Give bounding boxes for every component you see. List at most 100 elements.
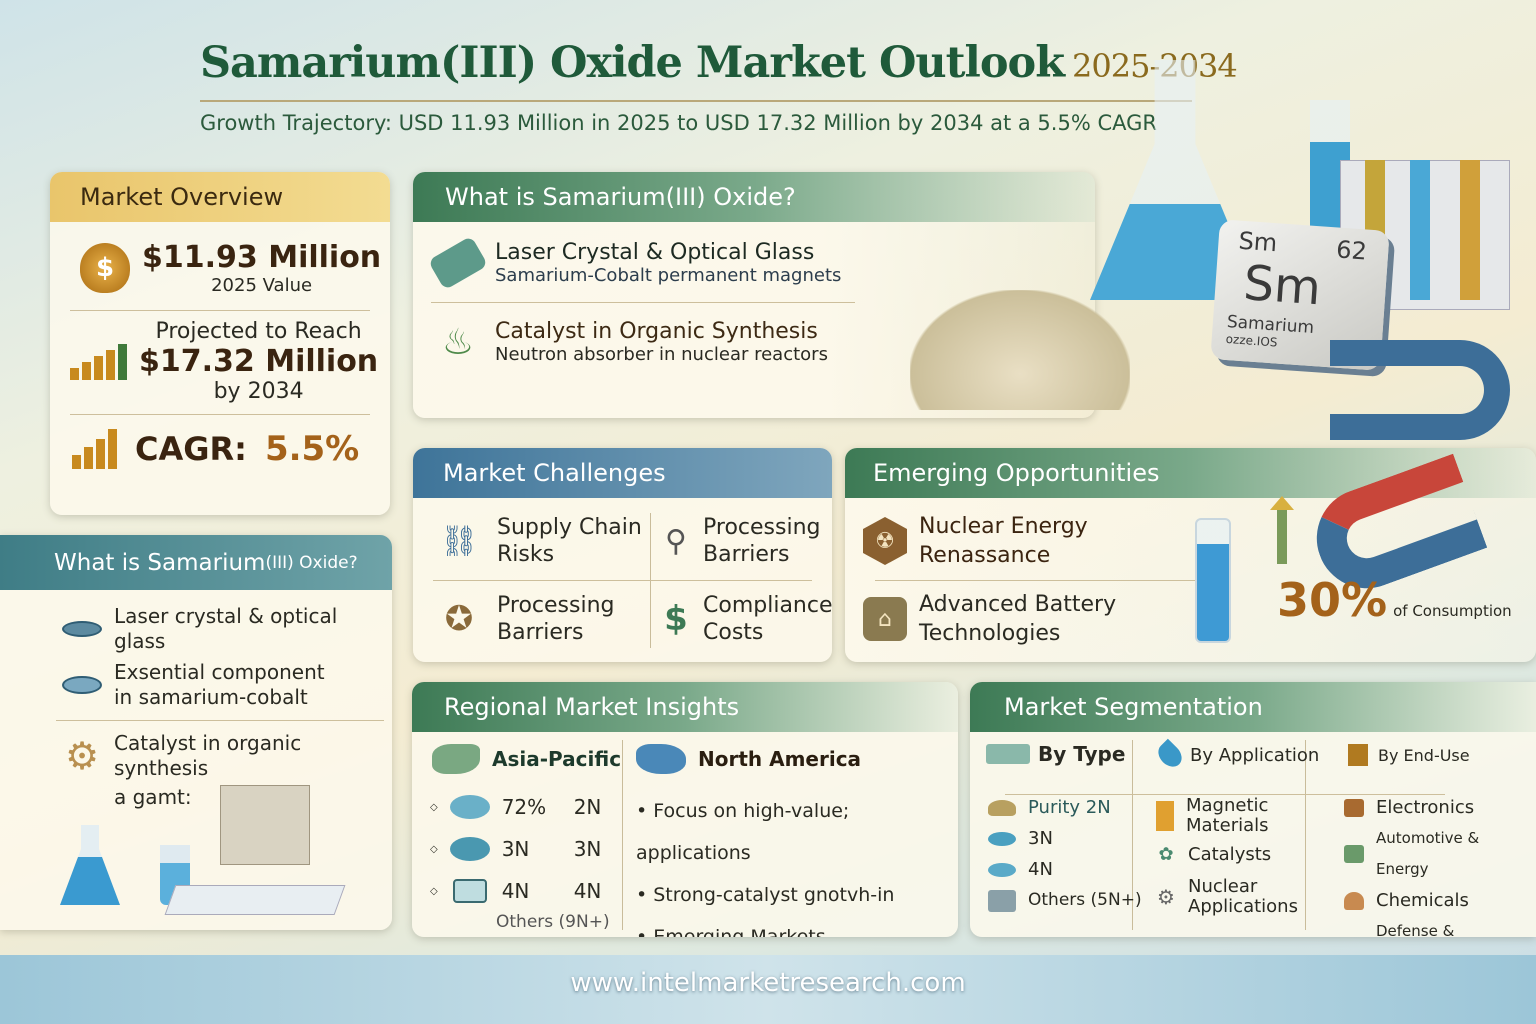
market-overview-card: Market Overview $ $11.93 Million 2025 Va… [50, 172, 390, 515]
asia-value: 3N [501, 837, 530, 861]
by-application-label: By Application [1190, 744, 1320, 766]
value-2034-label: by 2034 [213, 379, 304, 404]
item-sub: Neutron absorber in nuclear reactors [495, 344, 828, 365]
catalyst-leaf-icon: ♨ [441, 321, 475, 363]
regional-insights-card: Regional Market Insights Asia-Pacific ◇ 7… [412, 682, 958, 937]
cagr-value: 5.5% [264, 429, 360, 469]
application-item: Nuclear Applications [1188, 876, 1298, 917]
lab-equipment-illustration [60, 785, 346, 915]
opportunities-title: Emerging Opportunities [845, 448, 1536, 498]
asia-value: 72% [501, 795, 547, 819]
regional-title: Regional Market Insights [412, 682, 958, 732]
title-text: Samarium(III) Oxide Market Outlook [200, 38, 1065, 88]
item-title: Laser Crystal & Optical Glass [495, 240, 815, 265]
value-2034: $17.32 Million [139, 344, 379, 379]
projected-label: Projected to Reach [155, 319, 362, 344]
challenge-item: Compliance Costs [703, 593, 832, 645]
challenge-item: Supply Chain Risks [497, 515, 642, 567]
asia-pacific-label: Asia-Pacific [492, 747, 622, 771]
battery-robot-icon: ⌂ [863, 597, 907, 641]
cagr-label: CAGR: [135, 430, 247, 468]
divider [70, 414, 370, 415]
catalyst-icon: ✿ [1158, 844, 1174, 865]
element-symbol: Sm [1241, 255, 1323, 317]
na-bullet: • Emerging Markets [636, 916, 958, 937]
up-arrow-icon [1277, 504, 1287, 564]
asia-grade: 4N [573, 879, 602, 903]
website-link[interactable]: www.intelmarketresearch.com [570, 968, 966, 998]
optical-glass-icon [427, 235, 489, 291]
challenge-item: Processing Barriers [497, 593, 615, 645]
disc-icon [62, 676, 102, 694]
element-number: 62 [1335, 235, 1368, 266]
asia-row: ◇ 4N 4N [430, 870, 610, 912]
value-2025: $11.93 Million [142, 240, 382, 275]
magnet-material-icon [1156, 801, 1174, 831]
asia-value: 4N [501, 879, 530, 903]
application-item: Magnetic Materials [1186, 795, 1269, 836]
lens-icon [62, 621, 102, 637]
bullet-icon: ◇ [430, 801, 438, 813]
market-segmentation-card: Market Segmentation By Type By Applicati… [970, 682, 1536, 937]
footer-band [0, 955, 1536, 1024]
type-item: 4N [1028, 859, 1053, 880]
end-use-item: Automotive & Energy [1376, 829, 1480, 878]
monitor-icon [452, 879, 487, 903]
bullet-icon: ◇ [430, 843, 438, 855]
na-bullet-text: Focus on high-value; applications [636, 800, 850, 864]
emerging-opportunities-card: Emerging Opportunities ☢ Nuclear Energy R… [845, 448, 1536, 662]
barrier-icon: ✪ [444, 599, 474, 639]
title-divider [200, 100, 1192, 102]
what-is-left-title: What is Samarium [54, 549, 266, 576]
consumption-label: of Consumption [1393, 602, 1512, 620]
dollar-icon: $ [664, 599, 688, 639]
value-2025-label: 2025 Value [211, 275, 313, 296]
element-symbol-small: Sm [1237, 226, 1279, 258]
ore-icon [988, 799, 1016, 816]
what-is-left-item: Exsential component in samarium-cobalt [114, 660, 325, 709]
asia-row: ◇ 72% 2N [430, 786, 610, 828]
water-drop-icon [1153, 738, 1187, 772]
by-end-use-label: By End-Use [1378, 745, 1470, 765]
divider [70, 310, 370, 311]
electronics-icon [1344, 798, 1364, 817]
asia-grade: 2N [573, 795, 602, 819]
disc-icon [988, 831, 1016, 846]
asia-others: Others (9N+) [496, 912, 610, 932]
end-use-item: Defense & Aerospace [1376, 922, 1455, 937]
what-is-left-card: What is Samarium (III) Oxide? Laser cryst… [0, 535, 392, 930]
by-type-label: By Type [1038, 742, 1126, 766]
subtitle: Growth Trajectory: USD 11.93 Million in … [200, 111, 1157, 135]
type-item: 3N [1028, 828, 1053, 849]
north-america-map-icon [636, 744, 686, 774]
item-sub: Samarium-Cobalt permanent magnets [495, 265, 842, 286]
segmentation-title: Market Segmentation [970, 682, 1536, 732]
what-is-left-item: Laser crystal & optical glass [114, 604, 338, 653]
market-challenges-card: Market Challenges ⛓ Supply Chain Risks ⚲ P… [413, 448, 832, 662]
opportunity-item: Advanced Battery Technologies [919, 592, 1117, 646]
asia-row: ◇ 3N 3N [430, 828, 610, 870]
what-is-left-item: a gamt: [114, 785, 192, 809]
battery-tube-illustration [1195, 518, 1231, 643]
challenges-title: Market Challenges [413, 448, 832, 498]
na-bullet: • Strong-catalyst gnotvh-in [636, 884, 895, 906]
bullet-icon: ◇ [430, 885, 438, 897]
supply-chain-icon: ⛓ [439, 523, 479, 559]
building-blocks-icon [1348, 744, 1368, 766]
consumption-stat: 30% [1277, 573, 1388, 627]
disc-icon [449, 837, 490, 861]
na-bullet-text: Strong-catalyst gnotvh-in [653, 884, 895, 906]
type-icon [986, 744, 1030, 764]
automotive-icon [1344, 845, 1364, 863]
opportunity-item: Nuclear Energy Renassance [919, 514, 1088, 568]
ring-icon [449, 795, 490, 819]
north-america-label: North America [698, 747, 862, 771]
gear-icon: ⚙ [1157, 885, 1175, 909]
market-overview-title: Market Overview [50, 172, 390, 222]
element-caption: ozze.IOS [1225, 331, 1278, 350]
challenge-item: Processing Barriers [703, 515, 821, 567]
na-bullet-text: Emerging Markets [653, 926, 826, 937]
application-item: Catalysts [1188, 844, 1272, 865]
lens-icon [988, 862, 1016, 877]
gear-icon: ⚙ [64, 733, 100, 778]
